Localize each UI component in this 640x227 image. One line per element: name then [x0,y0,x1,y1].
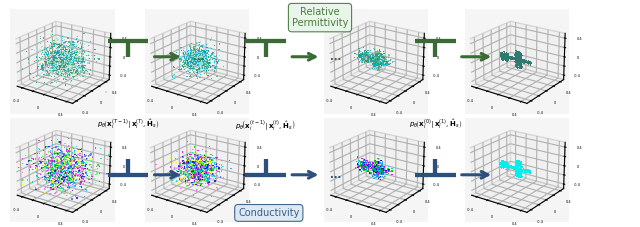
Text: $p_{\theta}\!\left(\mathbf{x}_i^{(t-1)}\!\mid\!\mathbf{x}_i^{(t)},\hat{\mathbf{H: $p_{\theta}\!\left(\mathbf{x}_i^{(t-1)}\… [236,118,296,132]
Text: $p_{\theta}\!\left(\mathbf{x}_i^{(0)}\!\mid\!\mathbf{x}_i^{(1)},\hat{\mathbf{H}}: $p_{\theta}\!\left(\mathbf{x}_i^{(0)}\!\… [408,118,462,132]
Text: Conductivity: Conductivity [238,208,300,218]
Text: ...: ... [330,170,342,180]
Text: ...: ... [330,52,342,62]
Text: ...: ... [193,170,204,180]
Text: $p_{\theta}\!\left(\mathbf{x}_i^{(T-1)}\!\mid\!\mathbf{x}_i^{(T)},\hat{\mathbf{H: $p_{\theta}\!\left(\mathbf{x}_i^{(T-1)}\… [97,118,159,132]
Text: ...: ... [193,52,204,62]
Text: Relative
Permittivity: Relative Permittivity [292,7,348,28]
